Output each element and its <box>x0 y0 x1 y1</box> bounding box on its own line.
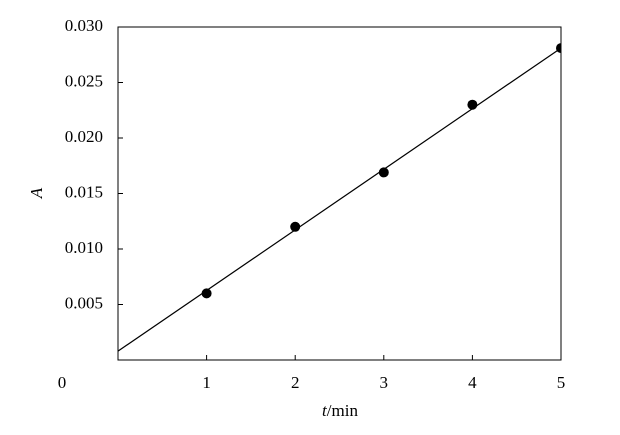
x-tick-label: 1 <box>202 373 211 392</box>
y-tick-label: 0.015 <box>65 182 103 201</box>
y-tick-label: 0.025 <box>65 71 103 90</box>
data-point <box>378 167 389 178</box>
data-point <box>201 288 212 299</box>
y-tick-label: 0.030 <box>65 16 103 35</box>
x-label-unit: /min <box>327 401 359 420</box>
data-point <box>556 43 561 54</box>
x-tick-label: 3 <box>380 373 389 392</box>
data-point <box>467 99 478 110</box>
y-tick-label: 0.005 <box>65 293 103 312</box>
y-axis-label: A <box>27 187 46 199</box>
x-axis-label: t/min <box>322 401 358 420</box>
plot-frame <box>117 26 562 361</box>
x-tick-label: 4 <box>468 373 477 392</box>
fit-line <box>117 47 562 352</box>
y-tick-label: 0.020 <box>65 127 103 146</box>
data-point <box>290 221 301 232</box>
x-tick-label: 5 <box>557 373 566 392</box>
origin-label: 0 <box>58 373 67 392</box>
x-tick-label: 2 <box>291 373 300 392</box>
y-tick-label: 0.010 <box>65 238 103 257</box>
x-label-symbol: t <box>322 401 328 420</box>
